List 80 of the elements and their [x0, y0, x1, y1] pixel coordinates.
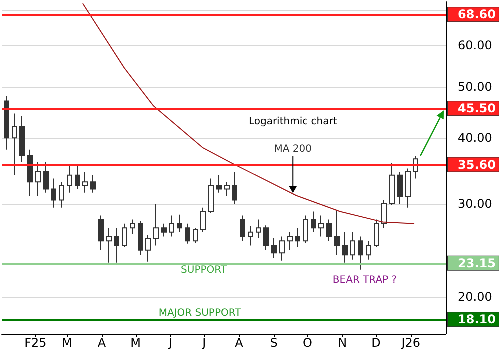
- candlestick: [67, 164, 72, 194]
- candlestick: [19, 116, 25, 163]
- candlestick: [208, 178, 214, 214]
- candlestick: [240, 215, 245, 242]
- x-tick-label: S: [270, 336, 278, 350]
- candlestick: [279, 236, 285, 262]
- candlestick: [138, 220, 143, 256]
- candlestick: [153, 203, 159, 246]
- candlestick: [185, 223, 190, 244]
- candlestick: [271, 238, 277, 258]
- candlestick: [90, 174, 96, 194]
- x-tick-label: O: [303, 336, 312, 350]
- candlestick: [318, 215, 324, 238]
- candlestick: [51, 178, 56, 208]
- annotation: MAJOR SUPPORT: [158, 308, 242, 319]
- y-tick-label: 60.00: [458, 38, 492, 52]
- y-tick-label: 40.00: [458, 131, 492, 146]
- annotation: Logarithmic chart: [248, 116, 338, 128]
- x-tick-label: M: [62, 336, 72, 350]
- candlestick: [248, 226, 253, 246]
- candlestick: [161, 223, 167, 238]
- y-tick-label: 30.00: [458, 196, 492, 211]
- candlestick: [122, 223, 127, 248]
- candlestick: [75, 164, 80, 190]
- x-tick-label: D: [372, 336, 381, 350]
- x-tick-label: N: [338, 336, 348, 350]
- candlestick: [311, 211, 316, 233]
- x-tick-label: M: [130, 336, 141, 350]
- candlestick: [98, 215, 104, 251]
- candlestick: [295, 228, 300, 248]
- y-tick-label: 50.00: [458, 80, 492, 94]
- candlestick: [303, 215, 308, 244]
- candlestick: [130, 219, 135, 235]
- x-tick-label: A: [98, 336, 107, 350]
- candlestick: [389, 163, 395, 206]
- annotation: SUPPORT: [181, 265, 228, 276]
- candlestick: [12, 113, 17, 176]
- ref-line-label: 18.10: [458, 312, 496, 327]
- candlestick: [334, 210, 340, 256]
- candlestick: [193, 228, 198, 244]
- ref-line-label: 45.50: [458, 102, 496, 116]
- candlestick: [224, 182, 230, 197]
- annotation: MA 200: [274, 144, 312, 155]
- candlestick: [342, 232, 348, 264]
- candlestick: [287, 232, 293, 251]
- candlestick: [177, 214, 182, 233]
- candlestick: [397, 171, 403, 204]
- annotation: BEAR TRAP ?: [332, 275, 398, 286]
- candlestick: [350, 232, 355, 260]
- candlestick: [145, 234, 151, 262]
- x-tick-label: A: [235, 336, 244, 350]
- candlestick: [35, 162, 41, 197]
- candlestick: [381, 200, 387, 229]
- candlestick: [43, 162, 49, 194]
- candlestick: [106, 228, 112, 264]
- candlestick: [256, 219, 261, 240]
- ref-line-label: 23.15: [458, 256, 496, 270]
- line-series: [82, 3, 416, 224]
- x-tick-label: F25: [24, 336, 47, 350]
- ref-line-label: 68.60: [458, 8, 496, 22]
- candlestick: [263, 225, 269, 251]
- candlestick: [4, 96, 9, 150]
- x-tick-label: J: [168, 336, 172, 350]
- x-tick-label: J26: [400, 336, 421, 350]
- candlestick: [82, 171, 88, 194]
- candlestick: [405, 168, 411, 208]
- candlestick: [169, 215, 174, 238]
- candlestick: [358, 236, 363, 270]
- candlestick: [366, 240, 371, 260]
- y-tick-label: 20.00: [458, 290, 492, 304]
- candlestick: [27, 149, 33, 197]
- ref-line-label: 35.60: [458, 158, 496, 172]
- candlestick: [200, 207, 206, 233]
- candlestick: [59, 182, 64, 208]
- candlestick: [232, 171, 237, 204]
- candlestick: [374, 219, 379, 248]
- candlestick: [216, 174, 222, 194]
- candlestick: [114, 228, 119, 264]
- candlestick: [326, 219, 332, 242]
- x-tick-label: J: [202, 336, 206, 350]
